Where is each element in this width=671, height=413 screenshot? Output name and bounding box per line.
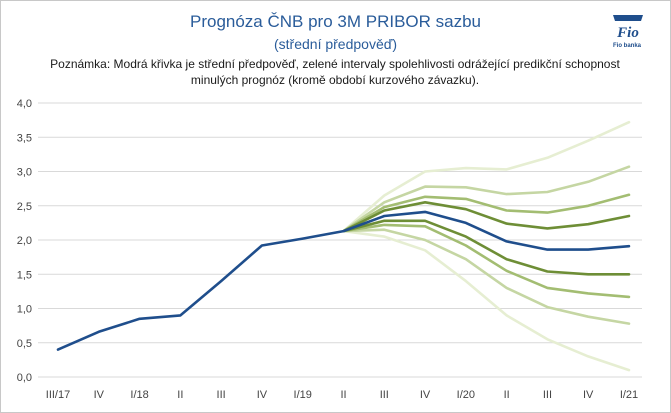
y-tick-label: 2,0 [17,235,32,247]
central-forecast-line [56,210,631,351]
chart-subtitle: (střední předpověď) [274,36,397,52]
x-tick-label: IV [420,389,431,401]
logo-caption: Fio banka [613,43,642,49]
x-tick-label: IV [583,389,594,401]
x-tick-label: I/18 [130,389,148,401]
confidence-interval-line [342,165,631,233]
confidence-interval-line [342,193,631,233]
y-tick-label: 0,5 [17,338,32,350]
chart-note: Poznámka: Modrá křivka je střední předpo… [50,57,620,87]
x-tick-label: II [340,389,346,401]
x-tick-label: III [217,389,226,401]
confidence-interval-line [342,228,631,325]
confidence-interval-line [342,223,631,299]
x-tick-label: I/20 [457,389,475,401]
x-tick-label: IV [94,389,105,401]
y-tick-label: 1,0 [17,304,32,316]
x-tick-label: I/21 [620,389,638,401]
y-tick-label: 3,5 [17,132,32,144]
x-tick-label: IV [257,389,268,401]
confidence-interval-line [342,120,631,233]
y-tick-label: 3,0 [17,167,32,179]
logo-mark: Fio [616,25,639,41]
y-tick-label: 0,0 [17,372,32,384]
fio-banka-logo: Fio Fio banka [613,15,643,49]
y-tick-label: 2,5 [17,201,32,213]
confidence-interval-line [342,229,631,372]
y-tick-label: 4,0 [17,98,32,110]
confidence-interval-line [342,219,631,276]
confidence-interval-line [342,201,631,233]
x-tick-label: III/17 [46,389,70,401]
x-tick-label: II [177,389,183,401]
x-tick-label: III [543,389,552,401]
x-tick-label: III [380,389,389,401]
chart-title: Prognóza ČNB pro 3M PRIBOR sazbu [189,12,481,31]
x-tick-label: II [504,389,510,401]
y-tick-label: 1,5 [17,269,32,281]
x-tick-label: I/19 [294,389,312,401]
